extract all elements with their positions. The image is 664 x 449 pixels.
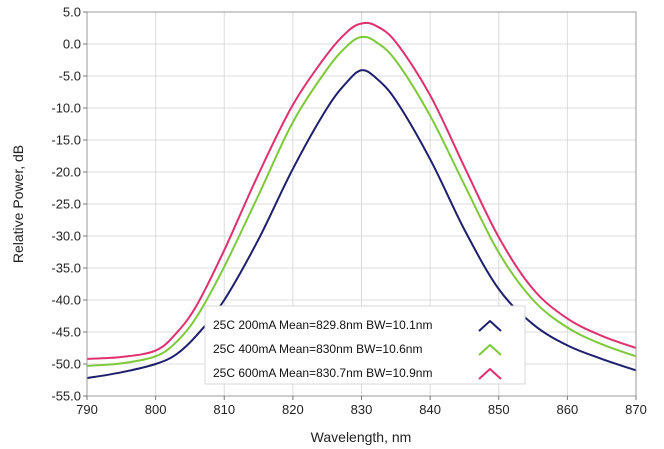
- x-tick-label: 830: [351, 402, 373, 417]
- x-tick-label: 850: [488, 402, 510, 417]
- y-tick-label: -15.0: [51, 133, 81, 148]
- y-axis: 5.0 0.0 -5.0 -10.0 -15.0 -20.0 -25.0 -30.0 -35.0…: [51, 5, 87, 404]
- x-tick-label: 820: [282, 402, 304, 417]
- y-tick-label: -50.0: [51, 357, 81, 372]
- series-group: [86, 21, 637, 380]
- y-axis-title: Relative Power, dB: [10, 145, 26, 263]
- legend: 25C 200mA Mean=829.8nm BW=10.1nm 25C 400m…: [204, 305, 526, 385]
- y-tick-label: -35.0: [51, 261, 81, 276]
- legend-entry-label: 25C 600mA Mean=830.7nm BW=10.9nm: [213, 366, 432, 380]
- y-tick-label: -30.0: [51, 229, 81, 244]
- series-line-1: [86, 69, 637, 380]
- y-tick-label: -25.0: [51, 197, 81, 212]
- series-line-3: [86, 21, 637, 360]
- y-tick-label: 5.0: [63, 5, 81, 20]
- x-axis: 790 800 810 820 830 840 850 860 870: [76, 396, 647, 417]
- y-tick-label: 0.0: [63, 37, 81, 52]
- x-tick-label: 840: [419, 402, 441, 417]
- y-tick-label: -55.0: [51, 389, 81, 404]
- x-axis-title: Wavelength, nm: [311, 429, 412, 445]
- x-tick-label: 790: [76, 402, 98, 417]
- legend-entry-label: 25C 200mA Mean=829.8nm BW=10.1nm: [213, 318, 432, 332]
- y-tick-label: -20.0: [51, 165, 81, 180]
- series-line-2: [86, 35, 637, 367]
- legend-swatch: [478, 344, 502, 356]
- y-tick-label: -45.0: [51, 325, 81, 340]
- x-tick-label: 870: [625, 402, 647, 417]
- y-tick-label: -40.0: [51, 293, 81, 308]
- y-tick-label: -5.0: [59, 69, 81, 84]
- x-tick-label: 860: [557, 402, 579, 417]
- x-tick-label: 800: [145, 402, 167, 417]
- legend-swatch: [478, 320, 502, 332]
- legend-swatch: [478, 368, 502, 380]
- y-tick-label: -10.0: [51, 101, 81, 116]
- legend-entry-label: 25C 400mA Mean=830nm BW=10.6nm: [213, 342, 422, 356]
- legend-box: [204, 305, 526, 385]
- x-tick-label: 810: [213, 402, 235, 417]
